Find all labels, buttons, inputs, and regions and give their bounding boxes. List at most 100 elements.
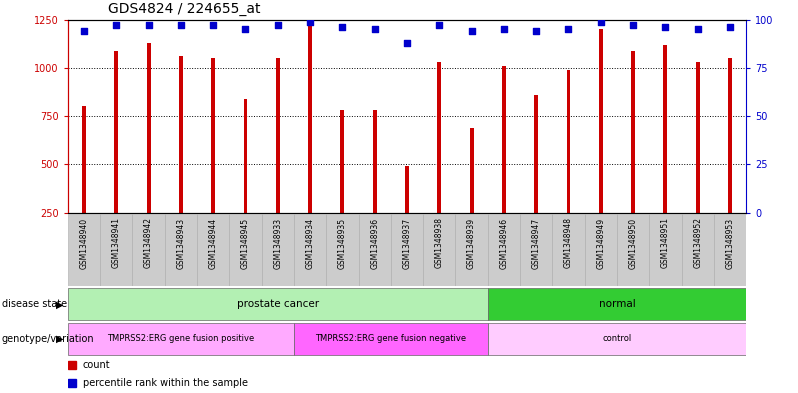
Bar xyxy=(229,214,262,286)
Bar xyxy=(262,214,294,286)
Bar xyxy=(68,214,100,286)
Point xyxy=(271,22,284,29)
Point xyxy=(595,18,607,25)
Bar xyxy=(341,110,344,213)
Bar xyxy=(423,214,456,286)
Bar xyxy=(147,43,151,213)
Bar xyxy=(68,288,488,320)
Point xyxy=(401,40,413,46)
Bar xyxy=(164,214,197,286)
Text: TMPRSS2:ERG gene fusion negative: TMPRSS2:ERG gene fusion negative xyxy=(315,334,466,343)
Text: GSM1348938: GSM1348938 xyxy=(435,217,444,268)
Text: control: control xyxy=(602,334,631,343)
Text: ▶: ▶ xyxy=(57,299,64,309)
Text: GSM1348948: GSM1348948 xyxy=(564,217,573,268)
Text: GSM1348945: GSM1348945 xyxy=(241,217,250,268)
Text: GSM1348943: GSM1348943 xyxy=(176,217,185,268)
Bar xyxy=(681,214,714,286)
Bar xyxy=(391,214,423,286)
Bar xyxy=(696,62,700,213)
Text: GSM1348941: GSM1348941 xyxy=(112,217,120,268)
Text: GSM1348935: GSM1348935 xyxy=(338,217,347,268)
Text: GSM1348934: GSM1348934 xyxy=(306,217,314,268)
Text: GSM1348949: GSM1348949 xyxy=(596,217,605,268)
Point xyxy=(724,24,737,31)
Bar xyxy=(598,29,602,213)
Point xyxy=(239,26,252,33)
Point xyxy=(659,24,672,31)
Bar xyxy=(502,66,506,213)
Text: GSM1348952: GSM1348952 xyxy=(693,217,702,268)
Bar xyxy=(534,95,538,213)
Bar xyxy=(211,58,215,213)
Bar xyxy=(470,128,473,213)
Bar xyxy=(488,214,520,286)
Text: normal: normal xyxy=(598,299,635,309)
Text: TMPRSS2:ERG gene fusion positive: TMPRSS2:ERG gene fusion positive xyxy=(107,334,255,343)
Bar xyxy=(68,323,294,355)
Point xyxy=(369,26,381,33)
Bar xyxy=(585,214,617,286)
Text: count: count xyxy=(83,360,110,371)
Text: GSM1348950: GSM1348950 xyxy=(629,217,638,268)
Bar xyxy=(326,214,358,286)
Point xyxy=(304,18,317,25)
Bar xyxy=(358,214,391,286)
Text: percentile rank within the sample: percentile rank within the sample xyxy=(83,378,247,388)
Bar xyxy=(82,107,86,213)
Bar xyxy=(243,99,247,213)
Point xyxy=(175,22,188,29)
Bar xyxy=(650,214,681,286)
Point xyxy=(433,22,445,29)
Bar xyxy=(197,214,229,286)
Bar xyxy=(567,70,571,213)
Bar xyxy=(100,214,132,286)
Text: GSM1348942: GSM1348942 xyxy=(144,217,153,268)
Point xyxy=(562,26,575,33)
Text: disease state: disease state xyxy=(2,299,67,309)
Text: GSM1348946: GSM1348946 xyxy=(500,217,508,268)
Text: GSM1348940: GSM1348940 xyxy=(80,217,89,268)
Point xyxy=(142,22,155,29)
Text: GSM1348936: GSM1348936 xyxy=(370,217,379,268)
Text: GSM1348951: GSM1348951 xyxy=(661,217,670,268)
Bar xyxy=(276,58,280,213)
Bar xyxy=(488,323,746,355)
Bar xyxy=(552,214,585,286)
Text: GSM1348947: GSM1348947 xyxy=(531,217,541,268)
Bar xyxy=(294,214,326,286)
Bar xyxy=(631,51,635,213)
Text: GSM1348944: GSM1348944 xyxy=(209,217,218,268)
Point xyxy=(465,28,478,34)
Point xyxy=(110,22,123,29)
Point xyxy=(691,26,704,33)
Point xyxy=(336,24,349,31)
Bar xyxy=(488,288,746,320)
Bar xyxy=(520,214,552,286)
Text: prostate cancer: prostate cancer xyxy=(237,299,319,309)
Text: GSM1348939: GSM1348939 xyxy=(467,217,476,268)
Point xyxy=(497,26,510,33)
Bar xyxy=(437,62,441,213)
Text: GDS4824 / 224655_at: GDS4824 / 224655_at xyxy=(108,2,260,16)
Point xyxy=(626,22,639,29)
Bar xyxy=(617,214,650,286)
Text: genotype/variation: genotype/variation xyxy=(2,334,94,344)
Point xyxy=(530,28,543,34)
Text: GSM1348953: GSM1348953 xyxy=(725,217,734,268)
Bar xyxy=(179,56,183,213)
Bar xyxy=(663,45,667,213)
Bar xyxy=(714,214,746,286)
Bar xyxy=(728,58,732,213)
Bar xyxy=(294,323,488,355)
Bar xyxy=(132,214,164,286)
Bar xyxy=(405,166,409,213)
Bar xyxy=(308,24,312,213)
Point xyxy=(207,22,219,29)
Bar xyxy=(456,214,488,286)
Bar xyxy=(373,110,377,213)
Bar xyxy=(114,51,118,213)
Text: ▶: ▶ xyxy=(57,334,64,344)
Text: GSM1348937: GSM1348937 xyxy=(402,217,412,268)
Point xyxy=(77,28,90,34)
